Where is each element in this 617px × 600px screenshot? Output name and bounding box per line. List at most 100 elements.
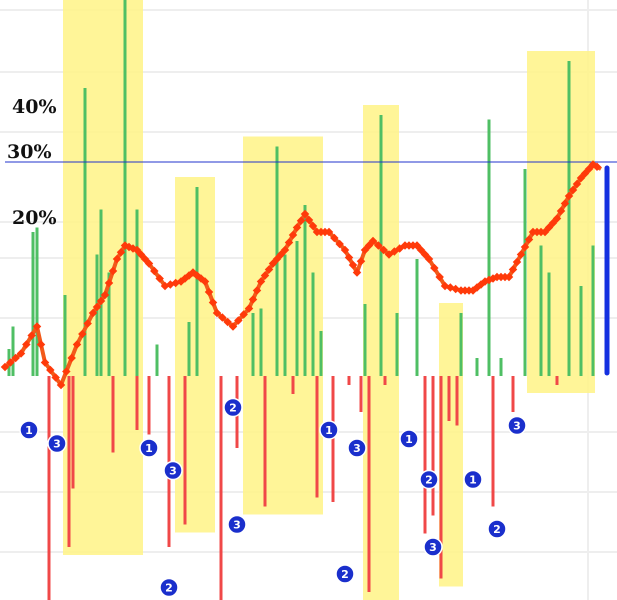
series-point-32-0 <box>412 241 422 250</box>
up-bar-11 <box>155 344 159 376</box>
down-bar-25 <box>555 376 559 385</box>
highlight-period-0 <box>63 0 143 555</box>
series-point-27-0 <box>352 268 362 277</box>
series-point-33-1 <box>430 263 439 273</box>
series-point-10-1 <box>136 250 146 259</box>
series-point-32-2 <box>420 250 430 259</box>
series-point-25-2 <box>335 239 344 249</box>
series-point-7-0 <box>100 290 110 300</box>
event-marker-badge <box>19 420 39 440</box>
event-marker-label: 2 <box>425 474 433 487</box>
line-series <box>0 160 602 390</box>
event-marker-label: 2 <box>341 568 349 581</box>
down-bar-20 <box>439 376 443 579</box>
series-point-19-2 <box>264 265 274 274</box>
up-bar-20 <box>311 272 315 376</box>
series-point-10-0 <box>132 245 142 255</box>
down-bar-0 <box>47 376 51 600</box>
series-point-5-0 <box>72 340 82 349</box>
down-bars <box>47 376 559 600</box>
series-point-20-2 <box>276 250 286 259</box>
event-marker-badge <box>463 469 483 490</box>
up-bar-26 <box>459 313 463 376</box>
series-point-17-0 <box>228 322 238 331</box>
series-point-0-0 <box>0 362 10 372</box>
event-marker-label: 1 <box>325 424 333 437</box>
event-marker-badge <box>347 438 367 458</box>
series-point-23-2 <box>308 221 318 231</box>
y-tick-labels: 40% 30% 20% <box>7 96 57 229</box>
down-bar-24 <box>511 376 515 412</box>
up-bar-3 <box>35 227 39 376</box>
series-point-39-0 <box>504 272 514 282</box>
event-marker-5: 2 <box>159 577 179 598</box>
event-marker-badge <box>419 469 439 490</box>
series-point-28-0 <box>360 245 370 255</box>
event-marker-label: 3 <box>169 465 177 478</box>
event-marker-label: 3 <box>353 442 361 455</box>
series-point-3-2 <box>51 373 60 382</box>
series-point-23-0 <box>300 209 310 219</box>
series-point-15-0 <box>200 277 210 286</box>
series-point-16-0 <box>212 308 222 318</box>
series-point-25-1 <box>330 233 339 243</box>
series-point-8-1 <box>116 248 126 257</box>
event-marker-13: 2 <box>419 469 439 490</box>
event-marker-label: 3 <box>233 519 241 532</box>
event-marker-6: 2 <box>223 397 243 418</box>
event-marker-label: 1 <box>25 424 33 437</box>
up-bar-4 <box>63 295 67 376</box>
series-point-2-1 <box>36 340 46 349</box>
down-bar-18 <box>423 376 427 534</box>
event-marker-label: 3 <box>429 541 437 554</box>
series-point-4-2 <box>67 353 76 363</box>
highlight-period-5 <box>527 51 595 393</box>
up-bar-29 <box>499 358 503 376</box>
up-bar-32 <box>547 272 551 376</box>
down-bar-2 <box>71 376 75 489</box>
event-marker-16: 2 <box>487 519 507 539</box>
series-point-21-0 <box>280 245 290 255</box>
up-bar-12 <box>187 322 191 376</box>
series-point-11-0 <box>144 259 154 268</box>
series-point-10-2 <box>140 254 150 264</box>
series-point-1-2 <box>27 331 36 340</box>
down-bar-3 <box>111 376 115 453</box>
event-marker-badge <box>227 514 247 535</box>
series-point-6-2 <box>96 296 106 306</box>
series-point-39-1 <box>508 265 518 274</box>
series-point-11-2 <box>155 274 164 283</box>
up-bar-21 <box>319 331 323 376</box>
series-point-29-1 <box>374 241 383 250</box>
up-bar-19 <box>303 205 307 376</box>
series-point-5-1 <box>78 329 87 339</box>
series-point-5-2 <box>83 319 92 328</box>
series-point-11-1 <box>150 266 159 276</box>
event-marker-badge <box>335 564 355 584</box>
up-bar-30 <box>523 169 527 376</box>
up-bar-14 <box>251 313 255 376</box>
series-point-0-2 <box>11 353 20 363</box>
down-bar-22 <box>455 376 459 426</box>
up-bar-24 <box>395 313 399 376</box>
event-marker-label: 2 <box>493 523 501 536</box>
up-bar-8 <box>107 272 111 376</box>
series-point-17-2 <box>239 310 248 319</box>
highlight-period-4 <box>439 303 463 587</box>
down-bar-15 <box>359 376 363 412</box>
down-bar-1 <box>67 376 71 547</box>
up-bar-1 <box>11 326 15 376</box>
series-point-6-1 <box>92 302 102 312</box>
y-tick-label-40: 40% <box>12 96 57 118</box>
series-line <box>3 162 602 387</box>
up-bar-28 <box>487 119 491 376</box>
series-point-0-1 <box>6 358 15 367</box>
event-marker-label: 3 <box>53 438 61 451</box>
event-marker-9: 1 <box>319 420 339 440</box>
series-point-3-1 <box>46 365 55 375</box>
event-marker-badge <box>487 519 507 539</box>
series-point-1-0 <box>16 349 26 358</box>
series-point-27-1 <box>356 257 366 266</box>
highlight-periods <box>63 0 595 600</box>
